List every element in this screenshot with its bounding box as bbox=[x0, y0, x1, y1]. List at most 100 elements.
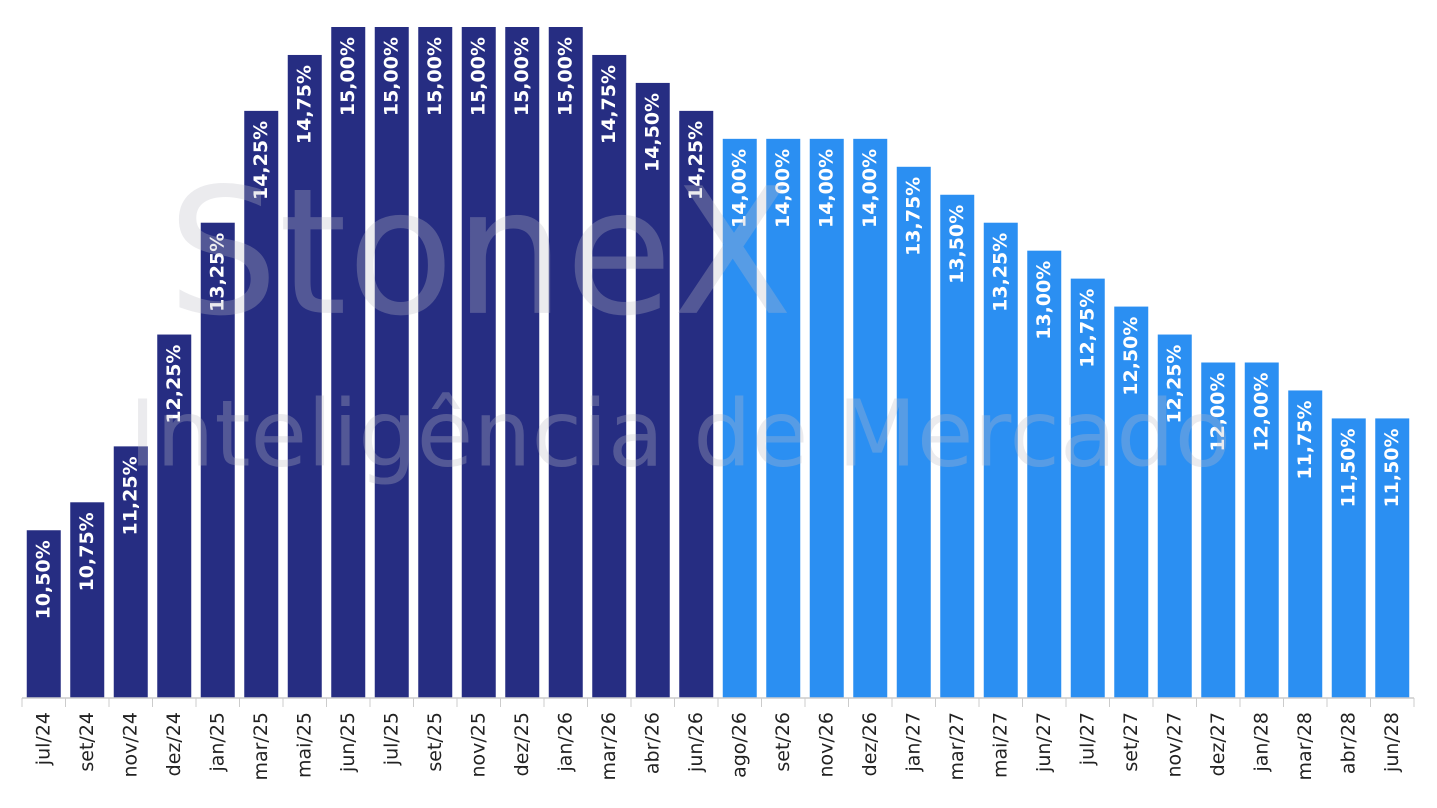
bar bbox=[200, 222, 235, 699]
bar bbox=[1027, 250, 1062, 698]
bar bbox=[1331, 418, 1366, 698]
value-label: 11,50% bbox=[1381, 428, 1403, 507]
bar bbox=[461, 27, 496, 698]
x-tick-label: jan/26 bbox=[554, 712, 576, 773]
value-label: 13,75% bbox=[902, 177, 924, 256]
value-label: 13,25% bbox=[206, 233, 228, 312]
bar bbox=[679, 110, 714, 698]
bar bbox=[157, 334, 192, 698]
value-label: 15,00% bbox=[337, 37, 359, 116]
value-label: 15,00% bbox=[511, 37, 533, 116]
watermark-text: StoneX bbox=[167, 152, 792, 355]
bar bbox=[244, 110, 279, 698]
bar bbox=[1114, 306, 1149, 698]
value-label: 10,50% bbox=[32, 540, 54, 619]
value-label: 15,00% bbox=[554, 37, 576, 116]
x-tick-label: mai/25 bbox=[293, 712, 315, 778]
value-label: 15,00% bbox=[424, 37, 446, 116]
x-tick-label: jul/25 bbox=[380, 712, 402, 766]
x-tick-label: abr/28 bbox=[1337, 712, 1359, 774]
value-label: 14,75% bbox=[293, 65, 315, 144]
bar bbox=[592, 54, 627, 699]
x-tick-label: abr/26 bbox=[641, 712, 663, 774]
bar bbox=[1375, 418, 1410, 698]
x-tick-label: jun/27 bbox=[1033, 712, 1055, 773]
x-tick-label: dez/24 bbox=[163, 712, 185, 776]
bar bbox=[287, 54, 322, 699]
bar bbox=[331, 27, 366, 698]
value-label: 14,00% bbox=[815, 149, 837, 228]
bar bbox=[940, 194, 975, 698]
value-label: 14,25% bbox=[250, 121, 272, 200]
bar bbox=[1288, 390, 1323, 698]
value-label: 14,00% bbox=[772, 149, 794, 228]
value-label: 10,75% bbox=[76, 512, 98, 591]
x-tick-label: set/25 bbox=[424, 712, 446, 772]
bar bbox=[1070, 278, 1105, 698]
x-tick-label: dez/26 bbox=[859, 712, 881, 776]
watermark-text: Inteligência de Mercado bbox=[129, 380, 1231, 487]
x-tick-label: set/26 bbox=[772, 712, 794, 772]
x-tick-label: jan/28 bbox=[1250, 712, 1272, 773]
bar bbox=[983, 222, 1018, 699]
value-label: 12,75% bbox=[1076, 289, 1098, 368]
bar bbox=[1201, 362, 1236, 698]
x-tick-label: set/27 bbox=[1120, 712, 1142, 772]
bar bbox=[722, 138, 757, 699]
bar bbox=[766, 138, 801, 699]
bar bbox=[418, 27, 453, 698]
x-tick-label: mar/26 bbox=[598, 712, 620, 781]
x-tick-label: mar/25 bbox=[250, 712, 272, 781]
watermark: StoneX Inteligência de Mercado bbox=[129, 152, 1231, 488]
bar bbox=[853, 138, 888, 699]
bar bbox=[809, 138, 844, 699]
bar bbox=[26, 530, 61, 698]
x-tick-label: jan/25 bbox=[206, 712, 228, 773]
value-label: 14,50% bbox=[641, 93, 663, 172]
x-tick-label: mai/27 bbox=[989, 712, 1011, 778]
x-tick-label: jul/24 bbox=[32, 712, 54, 766]
bar bbox=[548, 27, 583, 698]
x-tick-label: nov/24 bbox=[119, 712, 141, 778]
value-label: 13,50% bbox=[946, 205, 968, 284]
value-label: 11,75% bbox=[1294, 400, 1316, 479]
x-tick-label: set/24 bbox=[76, 712, 98, 772]
x-tick-label: mar/27 bbox=[946, 712, 968, 781]
bar bbox=[1157, 334, 1192, 698]
bar bbox=[505, 27, 540, 698]
value-label: 14,00% bbox=[859, 149, 881, 228]
value-label: 15,00% bbox=[380, 37, 402, 116]
x-tick-label: jan/27 bbox=[902, 712, 924, 773]
value-label: 14,25% bbox=[685, 121, 707, 200]
value-label: 14,00% bbox=[728, 149, 750, 228]
bar bbox=[374, 27, 409, 698]
value-label: 13,25% bbox=[989, 233, 1011, 312]
bar bbox=[70, 502, 105, 698]
value-label: 12,00% bbox=[1250, 373, 1272, 452]
x-tick-label: nov/27 bbox=[1163, 712, 1185, 778]
x-tick-label: jun/28 bbox=[1381, 712, 1403, 773]
x-tick-label: dez/25 bbox=[511, 712, 533, 776]
x-tick-label: dez/27 bbox=[1207, 712, 1229, 776]
value-label: 15,00% bbox=[467, 37, 489, 116]
x-tick-label: nov/25 bbox=[467, 712, 489, 778]
bar bbox=[896, 166, 931, 698]
value-label: 12,25% bbox=[1163, 345, 1185, 424]
value-label: 12,50% bbox=[1120, 317, 1142, 396]
bar bbox=[1244, 362, 1279, 698]
bar bbox=[113, 446, 148, 698]
x-tick-label: ago/26 bbox=[728, 712, 750, 778]
value-label: 14,75% bbox=[598, 65, 620, 144]
x-tick-label: jul/27 bbox=[1076, 712, 1098, 766]
x-tick-label: jun/25 bbox=[337, 712, 359, 773]
value-label: 13,00% bbox=[1033, 261, 1055, 340]
x-tick-label: jun/26 bbox=[685, 712, 707, 773]
bar bbox=[635, 82, 670, 698]
value-label: 12,25% bbox=[163, 345, 185, 424]
value-label: 11,50% bbox=[1337, 428, 1359, 507]
value-label: 12,00% bbox=[1207, 373, 1229, 452]
value-label: 11,25% bbox=[119, 456, 141, 535]
x-tick-label: mar/28 bbox=[1294, 712, 1316, 781]
x-tick-label: nov/26 bbox=[815, 712, 837, 778]
